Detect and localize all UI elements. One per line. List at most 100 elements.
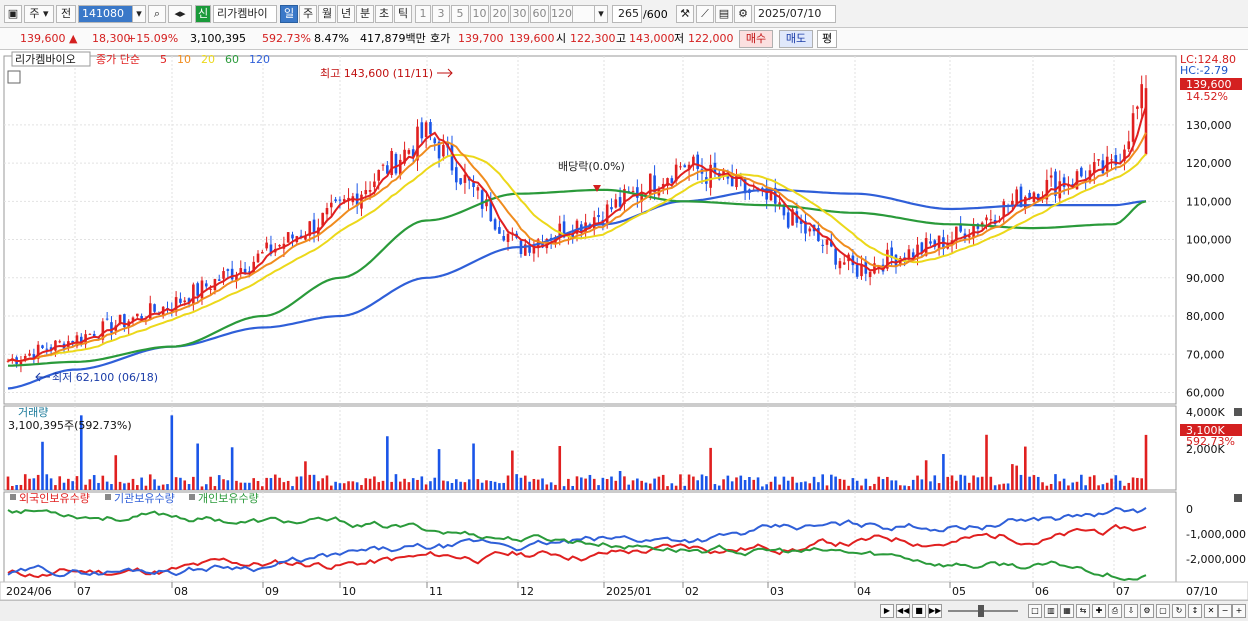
candle-body	[830, 241, 833, 247]
volume-bar	[217, 475, 221, 490]
volume-bar	[515, 474, 518, 490]
stock-label: 리가켐바이오	[15, 53, 76, 66]
volume-bar	[1067, 485, 1070, 490]
minus-icon[interactable]: −	[1218, 604, 1232, 618]
candle-body	[213, 279, 217, 291]
volume-bar	[1127, 482, 1131, 490]
count-input[interactable]: 265	[612, 5, 642, 23]
rewind-icon[interactable]: ◀◀	[896, 604, 910, 618]
candle-body	[786, 212, 790, 228]
candle-body	[325, 208, 329, 215]
buy-button[interactable]: 매수	[739, 30, 773, 48]
export-icon[interactable]: ⇩	[1124, 604, 1138, 618]
interval-button-20[interactable]: 20	[490, 5, 509, 23]
volume-bar	[700, 474, 704, 490]
volume-bar	[743, 480, 747, 490]
period-tab-0[interactable]: 일	[280, 5, 298, 23]
close-panel-icon[interactable]: ✕	[1204, 604, 1218, 618]
candle-body	[834, 248, 837, 265]
interval-button-60[interactable]: 60	[530, 5, 549, 23]
candle-body	[386, 165, 389, 174]
time-tick-label: 09	[265, 585, 279, 598]
volume-bar	[317, 481, 320, 490]
eval-button[interactable]: 평	[817, 30, 837, 48]
chart-tool-icon[interactable]: ⚒	[676, 5, 694, 23]
price-tick-label: 130,000	[1186, 119, 1232, 132]
date-input[interactable]: 2025/07/10	[754, 5, 836, 23]
candle-body	[377, 169, 381, 181]
candle-body	[450, 143, 454, 171]
interval-button-1[interactable]: 1	[415, 5, 431, 23]
period-tab-3[interactable]: 년	[337, 5, 355, 23]
crosshair-icon[interactable]: ✚	[1092, 604, 1106, 618]
code-input[interactable]: 141080	[78, 5, 144, 23]
print-icon[interactable]: ⎙	[1108, 604, 1122, 618]
stock-name-field[interactable]: 리가켐바이	[213, 5, 277, 23]
candle-body	[131, 317, 135, 321]
zoom-reset-icon[interactable]: □	[1028, 604, 1042, 618]
blank-dropdown-icon[interactable]: ▾	[594, 5, 608, 23]
sell-button[interactable]: 매도	[779, 30, 813, 48]
grid-icon[interactable]: ▦	[1060, 604, 1074, 618]
candle-body	[916, 244, 919, 257]
volume-bar	[1140, 478, 1143, 490]
speaker-icon[interactable]: ◂▸	[168, 5, 192, 23]
plus-icon[interactable]: +	[1232, 604, 1246, 618]
zoom-in-icon[interactable]: ↕	[1188, 604, 1202, 618]
candle-body	[420, 122, 424, 139]
volume-bar	[623, 476, 626, 490]
layout-icon[interactable]: ▥	[1044, 604, 1058, 618]
interval-button-5[interactable]: 5	[451, 5, 469, 23]
forward-icon[interactable]: ▶▶	[928, 604, 942, 618]
refresh-icon[interactable]: ↻	[1172, 604, 1186, 618]
type-select[interactable]: 전	[56, 5, 76, 23]
zoom-slider-handle[interactable]	[978, 605, 984, 617]
volume-bar	[390, 481, 393, 490]
search-icon[interactable]: ⌕	[148, 5, 166, 23]
candle-body	[368, 190, 372, 192]
volume-bar	[851, 478, 855, 490]
volume-bar	[200, 486, 204, 490]
market-select[interactable]: 주 ▾	[24, 5, 54, 23]
period-tab-1[interactable]: 주	[299, 5, 317, 23]
volume-bar	[998, 484, 1001, 490]
candle-body	[480, 190, 484, 209]
interval-button-3[interactable]: 3	[432, 5, 450, 23]
gear-icon[interactable]: ⚙	[734, 5, 752, 23]
candle-body	[110, 322, 113, 333]
volume-bar	[1101, 484, 1105, 490]
line-tool-icon[interactable]: ⟋	[696, 5, 714, 23]
volume-bar	[79, 415, 83, 490]
volume-bar	[1084, 485, 1087, 490]
volume-bar	[58, 476, 62, 490]
price-tick-label: 80,000	[1186, 310, 1225, 323]
save-icon[interactable]: ▤	[715, 5, 733, 23]
candle-body	[907, 249, 911, 259]
volume-bar	[648, 483, 652, 490]
candle-body	[1114, 155, 1118, 165]
volume-bar	[778, 484, 781, 490]
compare-icon[interactable]: ⇆	[1076, 604, 1090, 618]
candle-body	[1062, 177, 1066, 187]
interval-button-10[interactable]: 10	[470, 5, 489, 23]
quote-bar: 139,600 ▲ 18,300 +15.09% 3,100,395 592.7…	[0, 28, 1248, 50]
interval-button-30[interactable]: 30	[510, 5, 529, 23]
window-menu-icon[interactable]: ▣	[4, 5, 22, 23]
volume-bar	[528, 481, 531, 490]
volume-bar	[1097, 485, 1100, 490]
candle-body	[890, 247, 893, 259]
period-tab-4[interactable]: 분	[356, 5, 374, 23]
interval-button-120[interactable]: 120	[550, 5, 573, 23]
panel-frame-0	[3, 55, 1177, 405]
dividend-marker-icon	[593, 185, 601, 192]
code-dropdown-icon[interactable]: ▾	[132, 5, 146, 23]
chart-svg[interactable]: 60,000 70,000 80,000 90,000 100,000 110,000 12…	[0, 50, 1248, 601]
period-tab-2[interactable]: 월	[318, 5, 336, 23]
period-tab-6[interactable]: 틱	[394, 5, 412, 23]
period-tab-5[interactable]: 초	[375, 5, 393, 23]
stop-icon[interactable]: ■	[912, 604, 926, 618]
settings-small-icon[interactable]: ⚙	[1140, 604, 1154, 618]
screenshot-icon[interactable]: ▢	[1156, 604, 1170, 618]
scroll-right-icon[interactable]: ▶	[880, 604, 894, 618]
volume-bar	[877, 476, 881, 490]
